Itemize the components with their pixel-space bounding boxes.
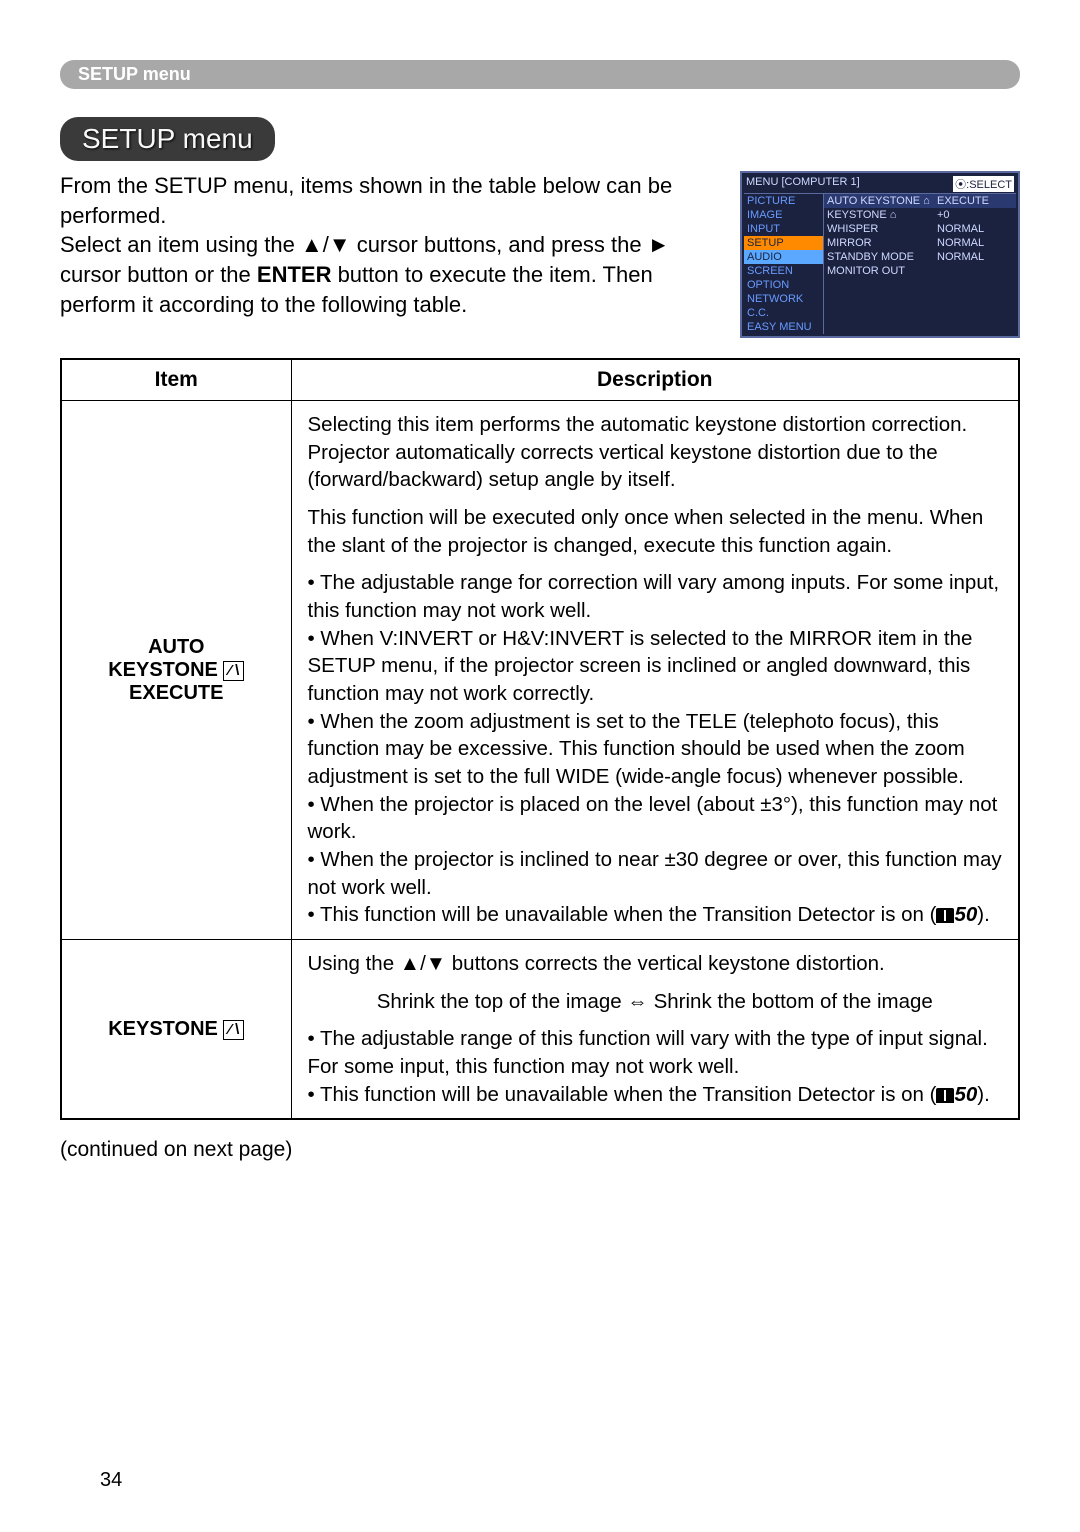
osd-left-item: IMAGE xyxy=(744,208,823,222)
osd-right-row: KEYSTONE ⌂+0 xyxy=(824,208,1016,222)
para: Selecting this item performs the automat… xyxy=(308,411,1003,494)
page-title: SETUP menu xyxy=(82,123,253,154)
osd-menu-label: MENU [COMPUTER 1] xyxy=(746,176,860,192)
desc-keystone: Using the ▲/▼ buttons corrects the verti… xyxy=(291,940,1019,1120)
osd-left-item: EASY MENU xyxy=(744,320,823,334)
osd-right-col: AUTO KEYSTONE ⌂EXECUTE KEYSTONE ⌂+0 WHIS… xyxy=(824,194,1016,334)
table-header-row: Item Description xyxy=(61,359,1019,401)
table-row: KEYSTONE ⁄ \ Using the ▲/▼ buttons corre… xyxy=(61,940,1019,1120)
para: This function will be executed only once… xyxy=(308,504,1003,559)
header-bar-text: SETUP menu xyxy=(78,64,191,84)
item-keystone: KEYSTONE ⁄ \ xyxy=(61,940,291,1120)
bullets: • The adjustable range of this function … xyxy=(308,1025,1003,1108)
osd-left-item: SCREEN xyxy=(744,264,823,278)
osd-right-row: MIRRORNORMAL xyxy=(824,236,1016,250)
osd-left-item: OPTION xyxy=(744,278,823,292)
osd-left-item-selected: SETUP xyxy=(744,236,823,250)
continued-note: (continued on next page) xyxy=(60,1138,1020,1162)
keystone-icon: ⁄ \ xyxy=(223,661,244,681)
keystone-icon: ⁄ \ xyxy=(223,1020,244,1040)
osd-right-row: MONITOR OUT xyxy=(824,264,1016,278)
para: Shrink the top of the image ⇔ Shrink the… xyxy=(308,988,1003,1016)
book-icon xyxy=(936,1088,954,1103)
setup-table: Item Description AUTO KEYSTONE ⁄ \ EXECU… xyxy=(60,358,1020,1120)
page-title-pill: SETUP menu xyxy=(60,117,275,161)
header-bar: SETUP menu xyxy=(60,60,1020,89)
enter-label: ENTER xyxy=(257,262,332,287)
osd-menu-screenshot: MENU [COMPUTER 1] ⦿:SELECT PICTURE IMAGE… xyxy=(740,171,1020,338)
para: Using the ▲/▼ buttons corrects the verti… xyxy=(308,950,1003,978)
intro-row: From the SETUP menu, items shown in the … xyxy=(60,171,1020,338)
osd-right-row: WHISPERNORMAL xyxy=(824,222,1016,236)
osd-body: PICTURE IMAGE INPUT SETUP AUDIO SCREEN O… xyxy=(744,193,1016,334)
intro-text: From the SETUP menu, items shown in the … xyxy=(60,171,720,319)
bullets: • The adjustable range for correction wi… xyxy=(308,569,1003,929)
th-item: Item xyxy=(61,359,291,401)
osd-left-item: INPUT xyxy=(744,222,823,236)
page-number: 34 xyxy=(100,1469,122,1492)
th-desc: Description xyxy=(291,359,1019,401)
osd-select-label: ⦿:SELECT xyxy=(953,176,1014,192)
osd-left-col: PICTURE IMAGE INPUT SETUP AUDIO SCREEN O… xyxy=(744,194,824,334)
osd-left-item: PICTURE xyxy=(744,194,823,208)
osd-left-item: AUDIO xyxy=(744,250,823,264)
desc-auto-keystone: Selecting this item performs the automat… xyxy=(291,401,1019,940)
osd-right-row: AUTO KEYSTONE ⌂EXECUTE xyxy=(824,194,1016,208)
osd-left-item: C.C. xyxy=(744,306,823,320)
table-row: AUTO KEYSTONE ⁄ \ EXECUTE Selecting this… xyxy=(61,401,1019,940)
book-icon xyxy=(936,908,954,923)
osd-right-row: STANDBY MODENORMAL xyxy=(824,250,1016,264)
item-auto-keystone: AUTO KEYSTONE ⁄ \ EXECUTE xyxy=(61,401,291,940)
osd-header: MENU [COMPUTER 1] ⦿:SELECT xyxy=(744,175,1016,193)
osd-left-item: NETWORK xyxy=(744,292,823,306)
intro-p1: From the SETUP menu, items shown in the … xyxy=(60,173,672,228)
